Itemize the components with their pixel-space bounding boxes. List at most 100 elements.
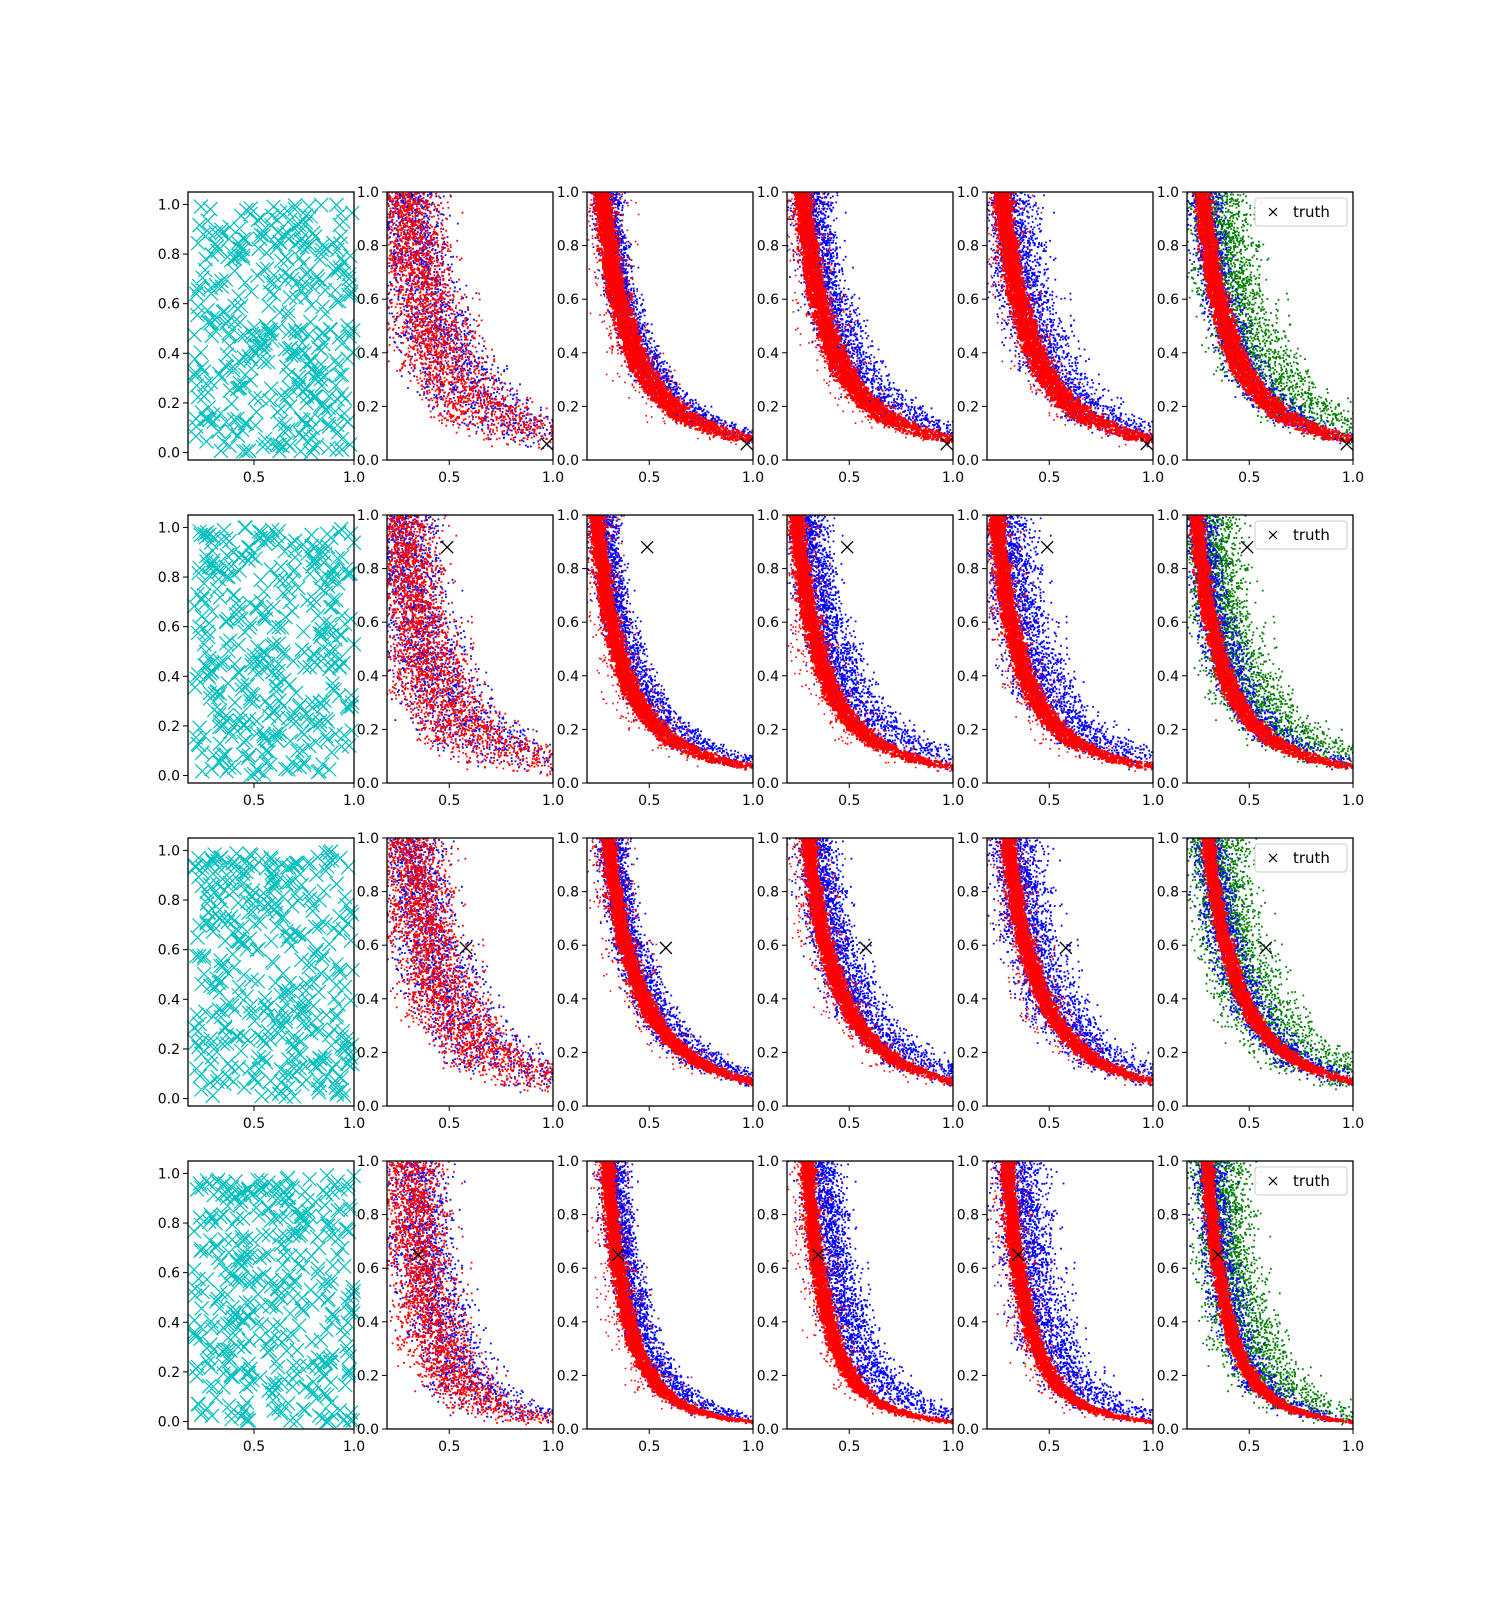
r2-c2-xtick-label-0: 0.5 (438, 793, 460, 809)
r3-c6-ytick-label-1: 0.2 (1157, 1045, 1179, 1061)
r1-c2-ytick-label-4: 0.8 (357, 239, 379, 255)
panel-r1-c3: 0.5 1.00.00.20.40.60.81.0 (557, 185, 764, 486)
r3-c3-xtick-label-1: 1.0 (742, 1116, 764, 1132)
r1-c5-ytick-label-2: 0.4 (957, 346, 979, 362)
r1-c6-ytick-label-2: 0.4 (1157, 346, 1179, 362)
r2-c6-ytick-label-0: 0.0 (1157, 776, 1179, 792)
r3-c4-truth-marker (860, 942, 872, 954)
r4-c3-ytick-label-3: 0.6 (557, 1261, 579, 1277)
r3-c1-ytick-label-4: 0.8 (158, 893, 180, 909)
r1-c6-xtick-label-1: 1.0 (1342, 470, 1364, 486)
r2-c5-ytick-label-2: 0.4 (957, 669, 979, 685)
r4-c2-ytick-label-1: 0.2 (357, 1368, 379, 1384)
r4-c1-ytick-label-4: 0.8 (158, 1216, 180, 1232)
r1-c3-xtick-label-1: 1.0 (742, 470, 764, 486)
r2-c3-ytick-label-4: 0.8 (557, 562, 579, 578)
r3-c4-ytick-label-2: 0.4 (757, 992, 779, 1008)
r3-c6-ytick-label-3: 0.6 (1157, 938, 1179, 954)
r4-c5-xtick-label-1: 1.0 (1142, 1439, 1164, 1455)
r4-c1-xtick-label-0: 0.5 (243, 1439, 265, 1455)
r3-c2-xtick-label-0: 0.5 (438, 1116, 460, 1132)
panel-r4-c1: 0.5 1.00.00.20.40.60.81.0 (158, 1161, 365, 1455)
r2-c2-ytick-label-0: 0.0 (357, 776, 379, 792)
r4-c5-ytick-label-5: 1.0 (957, 1154, 979, 1170)
r4-c2-ytick-label-0: 0.0 (357, 1422, 379, 1438)
r4-c4-ytick-label-2: 0.4 (757, 1315, 779, 1331)
r4-c4-ytick-label-4: 0.8 (757, 1208, 779, 1224)
r1-c2-xtick-label-1: 1.0 (542, 470, 564, 486)
panel-r3-c4: 0.5 1.00.00.20.40.60.81.0 (757, 831, 964, 1132)
r4-c3-ytick-label-1: 0.2 (557, 1368, 579, 1384)
r1-c3-xtick-label-0: 0.5 (638, 470, 660, 486)
r2-c3-truth-marker (641, 541, 653, 553)
r2-c3-xtick-label-0: 0.5 (638, 793, 660, 809)
r1-c2-ytick-label-5: 1.0 (357, 185, 379, 201)
r4-c6-ytick-label-2: 0.4 (1157, 1315, 1179, 1331)
r2-c1-ytick-label-5: 1.0 (158, 520, 180, 536)
r4-c6-ytick-label-0: 0.0 (1157, 1422, 1179, 1438)
r3-c4-ytick-label-5: 1.0 (757, 831, 779, 847)
r1-c5-ytick-label-3: 0.6 (957, 292, 979, 308)
r3-c2-ytick-label-3: 0.6 (357, 938, 379, 954)
r3-c6-truth-marker (1260, 942, 1272, 954)
r2-c3-ytick-label-2: 0.4 (557, 669, 579, 685)
r2-c4-xtick-label-1: 1.0 (942, 793, 964, 809)
r2-c3-ytick-label-5: 1.0 (557, 508, 579, 524)
r3-c2-ytick-label-2: 0.4 (357, 992, 379, 1008)
r3-c5-ytick-label-3: 0.6 (957, 938, 979, 954)
r4-c4-ytick-label-5: 1.0 (757, 1154, 779, 1170)
r2-c1-ytick-label-1: 0.2 (158, 719, 180, 735)
r1-c2-xtick-label-0: 0.5 (438, 470, 460, 486)
r4-c3-ytick-label-4: 0.8 (557, 1208, 579, 1224)
r3-c5-xtick-label-0: 0.5 (1038, 1116, 1060, 1132)
r1-c1-ytick-label-3: 0.6 (158, 297, 180, 313)
r1-c3-ytick-label-5: 1.0 (557, 185, 579, 201)
r2-c1-ytick-label-2: 0.4 (158, 669, 180, 685)
r1-c2-series-primary (386, 192, 553, 446)
r4-c4-ytick-label-3: 0.6 (757, 1261, 779, 1277)
r3-c6-legend-label: truth (1293, 849, 1330, 867)
r2-c6-ytick-label-4: 0.8 (1157, 562, 1179, 578)
r1-c2-points (386, 192, 554, 448)
r1-c6-xtick-label-0: 0.5 (1238, 470, 1260, 486)
panel-r2-c1: 0.5 1.00.00.20.40.60.81.0 (158, 515, 365, 809)
panel-r1-c2: 0.5 1.00.00.20.40.60.81.0 (357, 185, 564, 486)
r2-c1-xtick-label-1: 1.0 (343, 793, 365, 809)
panel-r4-c5: 0.5 1.00.00.20.40.60.81.0 (957, 1154, 1164, 1455)
r2-c5-truth-marker (1041, 541, 1053, 553)
r3-c1-xtick-label-1: 1.0 (343, 1116, 365, 1132)
r2-c6-ytick-label-3: 0.6 (1157, 615, 1179, 631)
r4-c2-ytick-label-4: 0.8 (357, 1208, 379, 1224)
r1-c5-ytick-label-0: 0.0 (957, 453, 979, 469)
r1-c1-xtick-label-0: 0.5 (243, 470, 265, 486)
r1-c2-ytick-label-1: 0.2 (357, 399, 379, 415)
r3-c4-points (787, 838, 955, 1086)
r1-c5-ytick-label-4: 0.8 (957, 239, 979, 255)
r4-c6-ytick-label-3: 0.6 (1157, 1261, 1179, 1277)
r3-c1-ytick-label-1: 0.2 (158, 1042, 180, 1058)
r2-c1-samples (187, 521, 361, 783)
r2-c6-xtick-label-0: 0.5 (1238, 793, 1260, 809)
r4-c5-ytick-label-2: 0.4 (957, 1315, 979, 1331)
r1-c5-points (986, 192, 1154, 446)
r1-c5-xtick-label-1: 1.0 (1142, 470, 1164, 486)
r2-c5-ytick-label-5: 1.0 (957, 508, 979, 524)
r2-c2-ytick-label-3: 0.6 (357, 615, 379, 631)
r4-c1-xtick-label-1: 1.0 (343, 1439, 365, 1455)
r3-c3-ytick-label-3: 0.6 (557, 938, 579, 954)
r1-c3-ytick-label-1: 0.2 (557, 399, 579, 415)
r3-c5-ytick-label-2: 0.4 (957, 992, 979, 1008)
panel-r4-c3: 0.5 1.00.00.20.40.60.81.0 (557, 1154, 764, 1455)
r2-c5-xtick-label-0: 0.5 (1038, 793, 1060, 809)
r1-c6-legend-label: truth (1293, 203, 1330, 221)
r2-c5-ytick-label-0: 0.0 (957, 776, 979, 792)
r3-c6-ytick-label-4: 0.8 (1157, 885, 1179, 901)
r2-c5-ytick-label-4: 0.8 (957, 562, 979, 578)
r1-c6-legend: truth (1255, 198, 1347, 226)
r1-c5-xtick-label-0: 0.5 (1038, 470, 1060, 486)
panel-r2-c5: 0.5 1.00.00.20.40.60.81.0 (957, 508, 1164, 809)
r3-c1-xtick-label-0: 0.5 (243, 1116, 265, 1132)
r3-c3-ytick-label-0: 0.0 (557, 1099, 579, 1115)
r1-c6-ytick-label-3: 0.6 (1157, 292, 1179, 308)
